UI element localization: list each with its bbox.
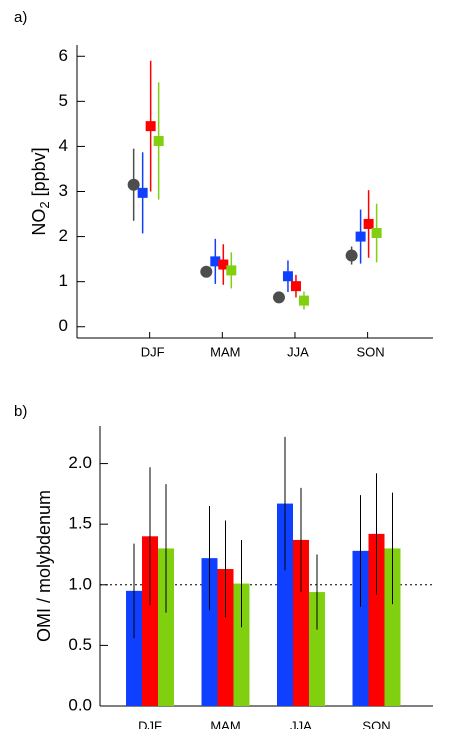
y-tick-label: 6 (59, 46, 68, 65)
marker (226, 265, 237, 276)
marker (218, 259, 229, 270)
x-tick-label: DJF (138, 718, 162, 729)
y-tick-label: 0.5 (68, 635, 92, 654)
panel-label: a) (14, 9, 27, 26)
marker (145, 121, 156, 132)
y-tick-label: 4 (59, 136, 68, 155)
marker (282, 271, 293, 282)
bar (277, 503, 293, 706)
x-tick-label: JJA (290, 718, 312, 729)
marker (345, 249, 358, 262)
y-tick-label: 2 (59, 226, 68, 245)
marker (298, 295, 309, 306)
marker (355, 231, 366, 242)
bar (158, 548, 174, 706)
x-tick-label: JJA (287, 344, 309, 359)
bar (293, 539, 309, 706)
y-tick-label: 1.5 (68, 514, 92, 533)
bar (309, 592, 325, 706)
bar (142, 536, 158, 706)
x-tick-label: DJF (141, 344, 165, 359)
y-label-sub: 2 (37, 201, 52, 208)
x-tick-label: SON (362, 718, 390, 729)
bar (233, 583, 250, 706)
y-axis-label: NO2 [ppbv] (29, 147, 53, 235)
panel-label: b) (14, 403, 27, 420)
marker (272, 291, 285, 304)
x-tick-label: MAM (210, 344, 240, 359)
bar (352, 550, 369, 706)
bar (126, 590, 142, 706)
marker (290, 281, 301, 292)
marker (210, 256, 221, 267)
bar (368, 533, 385, 706)
y-tick-label: 3 (59, 181, 68, 200)
marker (363, 218, 374, 229)
y-label-main: NO (29, 209, 49, 236)
marker (137, 187, 148, 198)
y-tick-label: 5 (59, 91, 68, 110)
y-tick-label: 0 (59, 316, 68, 335)
y-axis-label: OMI / molybdenum (34, 490, 54, 642)
bar (201, 558, 218, 706)
x-tick-label: SON (357, 344, 385, 359)
marker (200, 265, 213, 278)
y-tick-label: 0.0 (68, 695, 92, 714)
marker (371, 227, 382, 238)
y-tick-label: 1 (59, 271, 68, 290)
y-label-rest: [ppbv] (29, 147, 49, 201)
bar (217, 569, 234, 706)
y-tick-label: 2.0 (68, 453, 92, 472)
x-tick-label: MAM (210, 718, 240, 729)
y-tick-label: 1.0 (68, 574, 92, 593)
marker (127, 178, 140, 191)
marker (153, 136, 164, 147)
bar (384, 548, 401, 706)
